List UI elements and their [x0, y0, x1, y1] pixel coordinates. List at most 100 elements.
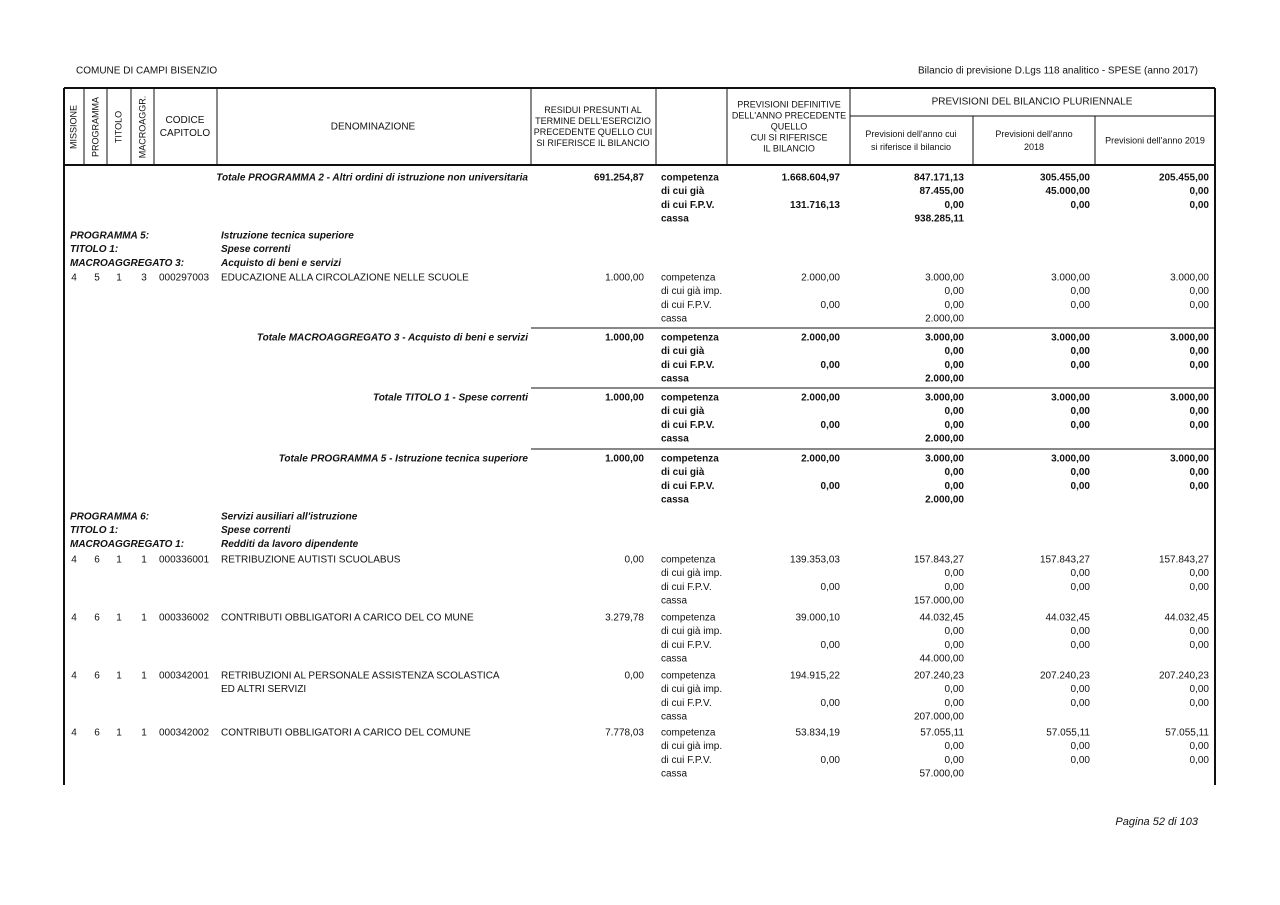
code: 1 — [116, 671, 122, 682]
previsione: 207.240,23 — [914, 671, 964, 682]
previsione: 2.000,00 — [925, 313, 964, 324]
column-header: RESIDUI PRESUNTI AL — [544, 105, 642, 115]
section-key: MACROAGGREGATO 1: — [70, 539, 184, 550]
voce: cassa — [661, 494, 689, 505]
previsione: 0,00 — [945, 684, 965, 695]
column-header: TERMINE DELL'ESERCIZIO — [535, 116, 651, 126]
voce: di cui già imp. — [661, 626, 722, 637]
previsione: 0,00 — [1071, 286, 1091, 297]
residui: 1.000,00 — [605, 393, 644, 404]
voce: cassa — [661, 768, 688, 779]
previsione: 3.000,00 — [925, 273, 964, 284]
residui: 0,00 — [625, 671, 645, 682]
code: 1 — [116, 613, 122, 624]
previsione: 0,00 — [1190, 200, 1210, 211]
voce: di cui F.P.V. — [661, 200, 715, 211]
previsione: 0,00 — [1190, 467, 1210, 478]
previsione: 938.285,11 — [915, 213, 965, 224]
residui: 7.778,03 — [605, 728, 644, 739]
page-number: Pagina 52 di 103 — [1115, 816, 1198, 828]
total-label: Totale MACROAGGREGATO 3 - Acquisto di be… — [257, 333, 528, 344]
column-header: CODICE — [166, 115, 205, 126]
voce: cassa — [661, 595, 688, 606]
previsione: 0,00 — [1190, 684, 1210, 695]
section-value: Istruzione tecnica superiore — [221, 231, 354, 242]
previsione: 0,00 — [1071, 481, 1091, 492]
previsione: 0,00 — [945, 640, 965, 651]
previsione: 0,00 — [1071, 698, 1091, 709]
previsione-definitiva: 1.668.604,97 — [782, 173, 841, 184]
previsione: 57.055,11 — [920, 728, 964, 739]
voce: cassa — [661, 653, 688, 664]
codice: 000336002 — [159, 613, 209, 624]
section-value: Acquisto di beni e servizi — [220, 258, 341, 269]
previsione-definitiva: 0,00 — [821, 300, 841, 311]
column-header: SI RIFERISCE IL BILANCIO — [536, 138, 649, 148]
code: 6 — [94, 555, 100, 566]
rotated-header: TITOLO — [113, 111, 123, 143]
residui: 0,00 — [625, 555, 645, 566]
previsione: 0,00 — [945, 741, 965, 752]
previsione-definitiva: 0,00 — [821, 420, 841, 431]
previsione: 0,00 — [1071, 640, 1091, 651]
previsione: 2.000,00 — [925, 494, 964, 505]
previsione: 0,00 — [1071, 582, 1091, 593]
previsione: 0,00 — [945, 755, 965, 766]
section-key: TITOLO 1: — [70, 244, 118, 255]
previsione-definitiva: 2.000,00 — [801, 454, 840, 465]
residui: 691.254,87 — [594, 173, 644, 184]
previsione: 0,00 — [945, 698, 965, 709]
previsione: 0,00 — [1071, 467, 1091, 478]
previsione-definitiva: 131.716,13 — [790, 200, 840, 211]
voce: competenza — [661, 613, 716, 624]
voce: di cui F.P.V. — [661, 582, 712, 593]
rotated-header: MACROAGGR. — [137, 96, 147, 159]
previsione: 0,00 — [1071, 755, 1091, 766]
code: 3 — [141, 273, 147, 284]
code: 6 — [94, 671, 100, 682]
voce: competenza — [661, 393, 719, 404]
section-key: PROGRAMMA 6: — [70, 512, 149, 523]
previsione: 0,00 — [945, 582, 965, 593]
previsione: 0,00 — [945, 420, 965, 431]
previsione: 3.000,00 — [1051, 273, 1090, 284]
previsione: 207.240,23 — [1040, 671, 1090, 682]
previsione: 0,00 — [1071, 741, 1091, 752]
previsione: 3.000,00 — [925, 333, 964, 344]
previsione: 57.055,11 — [1165, 728, 1209, 739]
residui: 1.000,00 — [605, 333, 644, 344]
previsione: 0,00 — [1190, 300, 1210, 311]
previsione: 0,00 — [945, 568, 965, 579]
voce: competenza — [661, 173, 719, 184]
total-label: Totale TITOLO 1 - Spese correnti — [373, 393, 528, 404]
previsione: 87.455,00 — [920, 186, 965, 197]
previsione: 3.000,00 — [925, 454, 964, 465]
voce: di cui già — [661, 346, 705, 357]
previsione: 44.032,45 — [920, 613, 965, 624]
code: 1 — [141, 671, 147, 682]
previsione: 0,00 — [1190, 481, 1210, 492]
code: 6 — [94, 613, 100, 624]
column-header: PRECEDENTE QUELLO CUI — [534, 127, 653, 137]
previsione-definitiva: 53.834,19 — [796, 728, 841, 739]
column-header: si riferisce il bilancio — [871, 142, 951, 152]
section-key: TITOLO 1: — [70, 525, 118, 536]
previsione: 0,00 — [945, 360, 965, 371]
previsione-definitiva: 194.915,22 — [790, 671, 840, 682]
column-header: QUELLO — [771, 121, 808, 131]
previsione: 44.032,45 — [1046, 613, 1091, 624]
previsione: 847.171,13 — [914, 173, 964, 184]
total-label: Totale PROGRAMMA 5 - Istruzione tecnica … — [279, 454, 529, 465]
previsione: 3.000,00 — [1051, 454, 1090, 465]
voce: di cui F.P.V. — [661, 420, 715, 431]
previsione: 44.032,45 — [1165, 613, 1210, 624]
previsione: 3.000,00 — [925, 393, 964, 404]
previsione: 157.000,00 — [914, 595, 964, 606]
previsione: 0,00 — [1190, 568, 1210, 579]
residui: 1.000,00 — [605, 273, 644, 284]
rotated-header: MISSIONE — [68, 105, 78, 149]
previsione: 44.000,00 — [920, 653, 965, 664]
voce: di cui già — [661, 467, 705, 478]
code: 4 — [71, 613, 77, 624]
denominazione: EDUCAZIONE ALLA CIRCOLAZIONE NELLE SCUOL… — [221, 273, 469, 284]
